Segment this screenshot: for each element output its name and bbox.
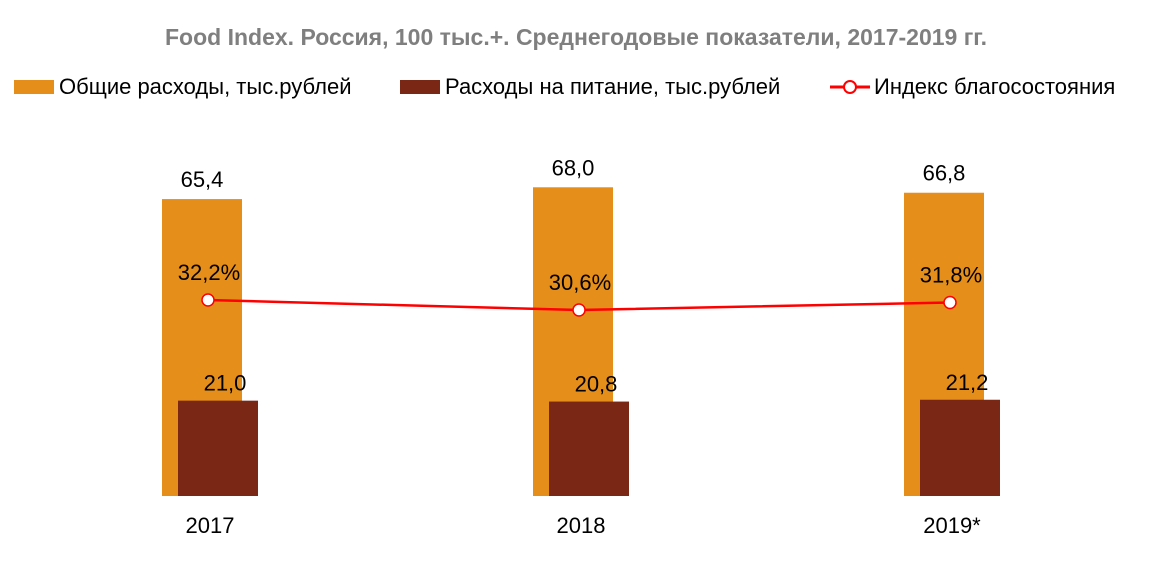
chart-title: Food Index. Россия, 100 тыс.+. Среднегод… [165, 24, 987, 50]
x-tick-label: 2019* [923, 513, 981, 538]
welfare-index-value-label: 31,8% [920, 263, 982, 288]
welfare-index-value-label: 30,6% [549, 270, 611, 295]
welfare-index-point [201, 293, 215, 307]
legend-line-marker-icon [830, 80, 870, 94]
x-tick-label: 2017 [186, 513, 235, 538]
legend-label-total-expenses: Общие расходы, тыс.рублей [59, 74, 352, 99]
welfare-index-point [943, 295, 957, 310]
total-expenses-bars [162, 187, 984, 497]
legend-item-food-expenses: Расходы на питание, тыс.рублей [400, 74, 780, 100]
total-expenses-value-label: 65,4 [181, 167, 224, 192]
food-expenses-bar [178, 400, 258, 496]
x-tick-label: 2018 [557, 513, 606, 538]
food-expenses-value-label: 20,8 [575, 372, 618, 397]
total-expenses-value-label: 66,8 [923, 161, 966, 186]
welfare-index-point [572, 303, 586, 317]
food-expenses-bars [178, 399, 1000, 496]
legend: Общие расходы, тыс.рублей Расходы на пит… [0, 74, 1152, 104]
legend-item-welfare-index: Индекс благосостояния [830, 74, 1115, 100]
food-expenses-value-label: 21,0 [204, 371, 247, 396]
food-expenses-bar [920, 399, 1000, 496]
legend-label-welfare-index: Индекс благосостояния [874, 74, 1116, 99]
welfare-index-line [201, 293, 957, 317]
welfare-index-value-label: 32,2% [178, 260, 240, 285]
x-axis-ticks: 2017 2018 2019* [186, 513, 982, 538]
food-expenses-value-label: 21,2 [946, 370, 989, 395]
legend-swatch-total-expenses [14, 80, 54, 94]
legend-swatch-food-expenses [400, 80, 440, 94]
legend-item-total-expenses: Общие расходы, тыс.рублей [14, 74, 352, 100]
total-expenses-value-label: 68,0 [552, 155, 595, 180]
legend-label-food-expenses: Расходы на питание, тыс.рублей [445, 74, 781, 99]
data-labels: 65,4 21,0 68,0 20,8 66,8 21,2 32,2% 30,6% 31,8% [178, 155, 989, 396]
food-expenses-bar [549, 401, 629, 496]
